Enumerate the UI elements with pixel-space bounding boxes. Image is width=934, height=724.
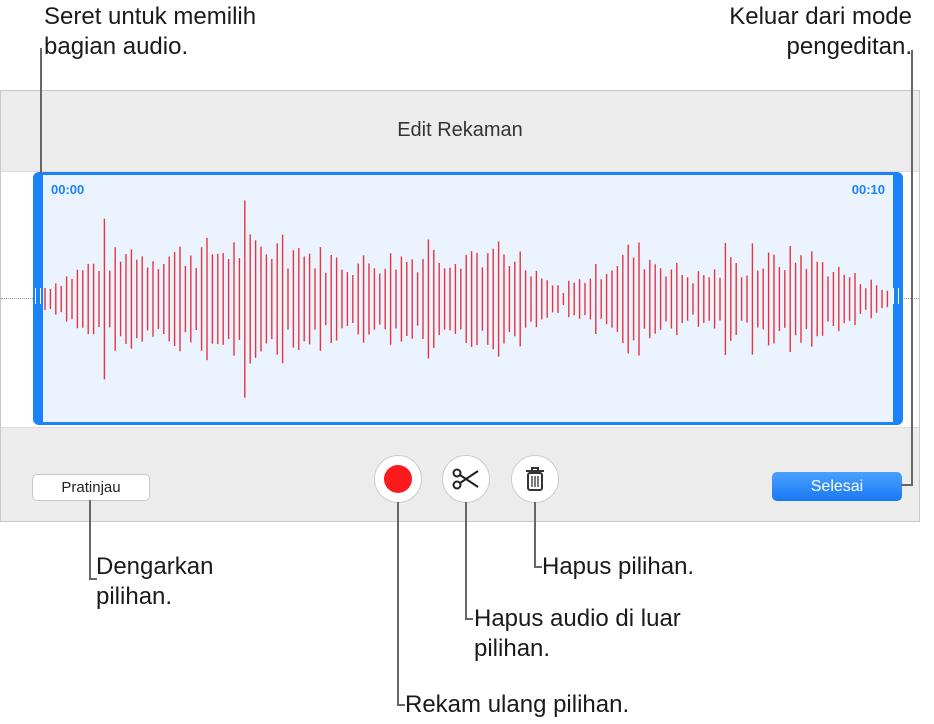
waveform (44, 200, 889, 398)
leader-line-record-h (397, 704, 405, 706)
selection-end-time: 00:10 (851, 182, 885, 197)
callout-exit: Keluar dari mode pengeditan. (729, 3, 912, 60)
leader-line-record (397, 502, 399, 706)
leader-line-drag (40, 48, 42, 174)
waveform-area: 00:00 00:10 (1, 171, 919, 428)
leader-line-exit-h (901, 484, 913, 486)
callout-delete: Hapus pilihan. (542, 553, 695, 580)
leader-line-exit (911, 50, 913, 486)
selection-start-handle[interactable] (35, 288, 41, 304)
scissors-icon (452, 468, 479, 490)
leader-line-listen-h (89, 578, 97, 580)
done-button[interactable]: Selesai (772, 472, 902, 501)
record-icon (384, 465, 412, 493)
callout-trim: Hapus audio di luar pilihan. (474, 605, 681, 662)
trash-icon (526, 467, 544, 491)
leader-line-trim (465, 502, 467, 620)
edit-recording-window: Edit Rekaman 00:00 00:10 Pratinjau Seles… (0, 90, 920, 522)
leader-line-trim-h (465, 618, 473, 620)
preview-button[interactable]: Pratinjau (32, 474, 150, 501)
selection-region[interactable]: 00:00 00:10 (33, 172, 903, 425)
leader-line-listen (89, 500, 91, 580)
selection-end-handle[interactable] (893, 288, 899, 304)
selection-start-time: 00:00 (51, 182, 85, 197)
callout-listen: Dengarkan pilihan. (96, 553, 214, 610)
record-button[interactable] (374, 455, 422, 503)
leader-line-delete-h (534, 566, 542, 568)
window-title: Edit Rekaman (397, 119, 523, 141)
delete-button[interactable] (511, 455, 559, 503)
leader-line-delete (534, 502, 536, 568)
callout-record: Rekam ulang pilihan. (405, 691, 630, 718)
callout-drag: Seret untuk memilih bagian audio. (44, 3, 257, 60)
trim-button[interactable] (442, 455, 490, 503)
